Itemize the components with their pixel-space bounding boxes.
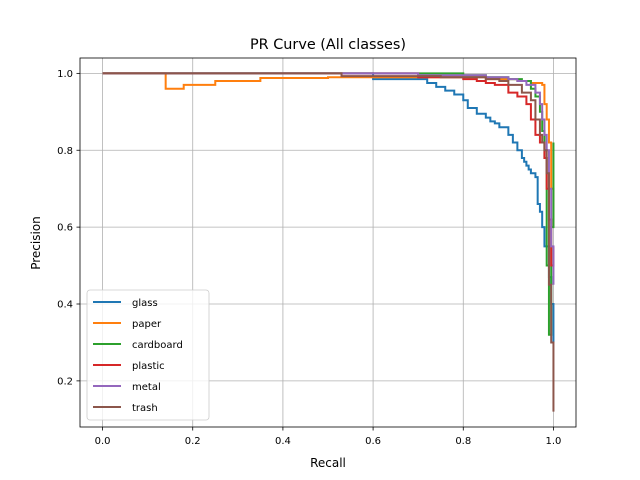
x-tick-label: 1.0 (546, 436, 562, 447)
series-line-plastic (102, 72, 555, 267)
chart-title: PR Curve (All classes) (250, 37, 406, 53)
x-tick-label: 0.4 (275, 436, 291, 447)
plot-frame (79, 57, 577, 428)
y-axis-label: Precision (29, 216, 43, 270)
series-line-trash (102, 72, 555, 412)
legend-label-trash: trash (132, 403, 158, 414)
legend-label-glass: glass (132, 298, 158, 309)
legend-label-paper: paper (132, 319, 162, 330)
y-tick-label: 0.4 (57, 300, 73, 311)
x-axis-label: Recall (310, 456, 346, 470)
legend: glass paper cardboard plastic metal trash (86, 289, 210, 421)
legend-box (86, 289, 210, 421)
legend-label-plastic: plastic (132, 361, 165, 372)
x-tick-label: 0.2 (185, 436, 201, 447)
y-tick-label: 0.6 (57, 223, 73, 234)
series-lines (102, 72, 555, 412)
x-tick-label: 0.8 (455, 436, 471, 447)
y-tick-label: 0.8 (57, 146, 73, 157)
y-tick-label: 0.2 (57, 376, 73, 387)
legend-label-metal: metal (132, 382, 161, 393)
x-tick-label: 0.6 (365, 436, 381, 447)
legend-label-cardboard: cardboard (132, 340, 183, 351)
series-line-glass (102, 72, 555, 343)
y-tick-label: 1.0 (57, 69, 73, 80)
x-tick-label: 0.0 (95, 436, 111, 447)
axis-ticks: 0.0 0.2 0.4 0.6 0.8 1.0 0.2 0.4 0.6 0.8 1.0 (57, 69, 561, 447)
